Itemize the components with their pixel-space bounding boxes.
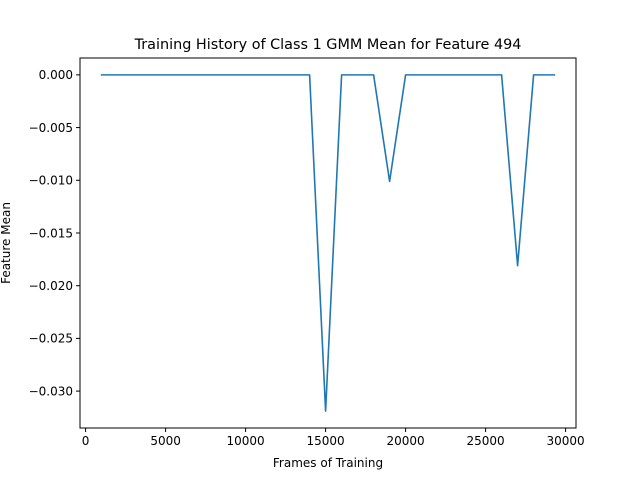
y-tick-label: −0.020 bbox=[29, 279, 73, 293]
x-tick-label: 10000 bbox=[227, 434, 265, 448]
y-tick-label: −0.010 bbox=[29, 174, 73, 188]
x-tick-label: 30000 bbox=[547, 434, 585, 448]
x-axis-ticks: 0 5000 10000 15000 20000 25000 30000 bbox=[82, 428, 585, 448]
plot-frame bbox=[79, 57, 577, 429]
y-axis-label: Feature Mean bbox=[0, 202, 13, 284]
y-tick-label: 0.000 bbox=[39, 68, 73, 82]
y-tick-label: −0.025 bbox=[29, 332, 73, 346]
x-tick-label: 25000 bbox=[467, 434, 505, 448]
x-axis-label: Frames of Training bbox=[273, 456, 383, 470]
x-tick-label: 15000 bbox=[307, 434, 345, 448]
chart-title: Training History of Class 1 GMM Mean for… bbox=[134, 37, 522, 53]
y-tick-label: −0.015 bbox=[29, 226, 73, 240]
series-line-0 bbox=[100, 74, 556, 412]
x-tick-label: 20000 bbox=[387, 434, 425, 448]
series-layer bbox=[100, 74, 556, 412]
y-tick-label: −0.005 bbox=[29, 121, 73, 135]
x-tick-label: 5000 bbox=[150, 434, 181, 448]
y-tick-label: −0.030 bbox=[29, 384, 73, 398]
y-axis-ticks: 0.000 −0.005 −0.010 −0.015 −0.020 −0.025 −0.03… bbox=[29, 68, 80, 398]
x-tick-label: 0 bbox=[82, 434, 90, 448]
